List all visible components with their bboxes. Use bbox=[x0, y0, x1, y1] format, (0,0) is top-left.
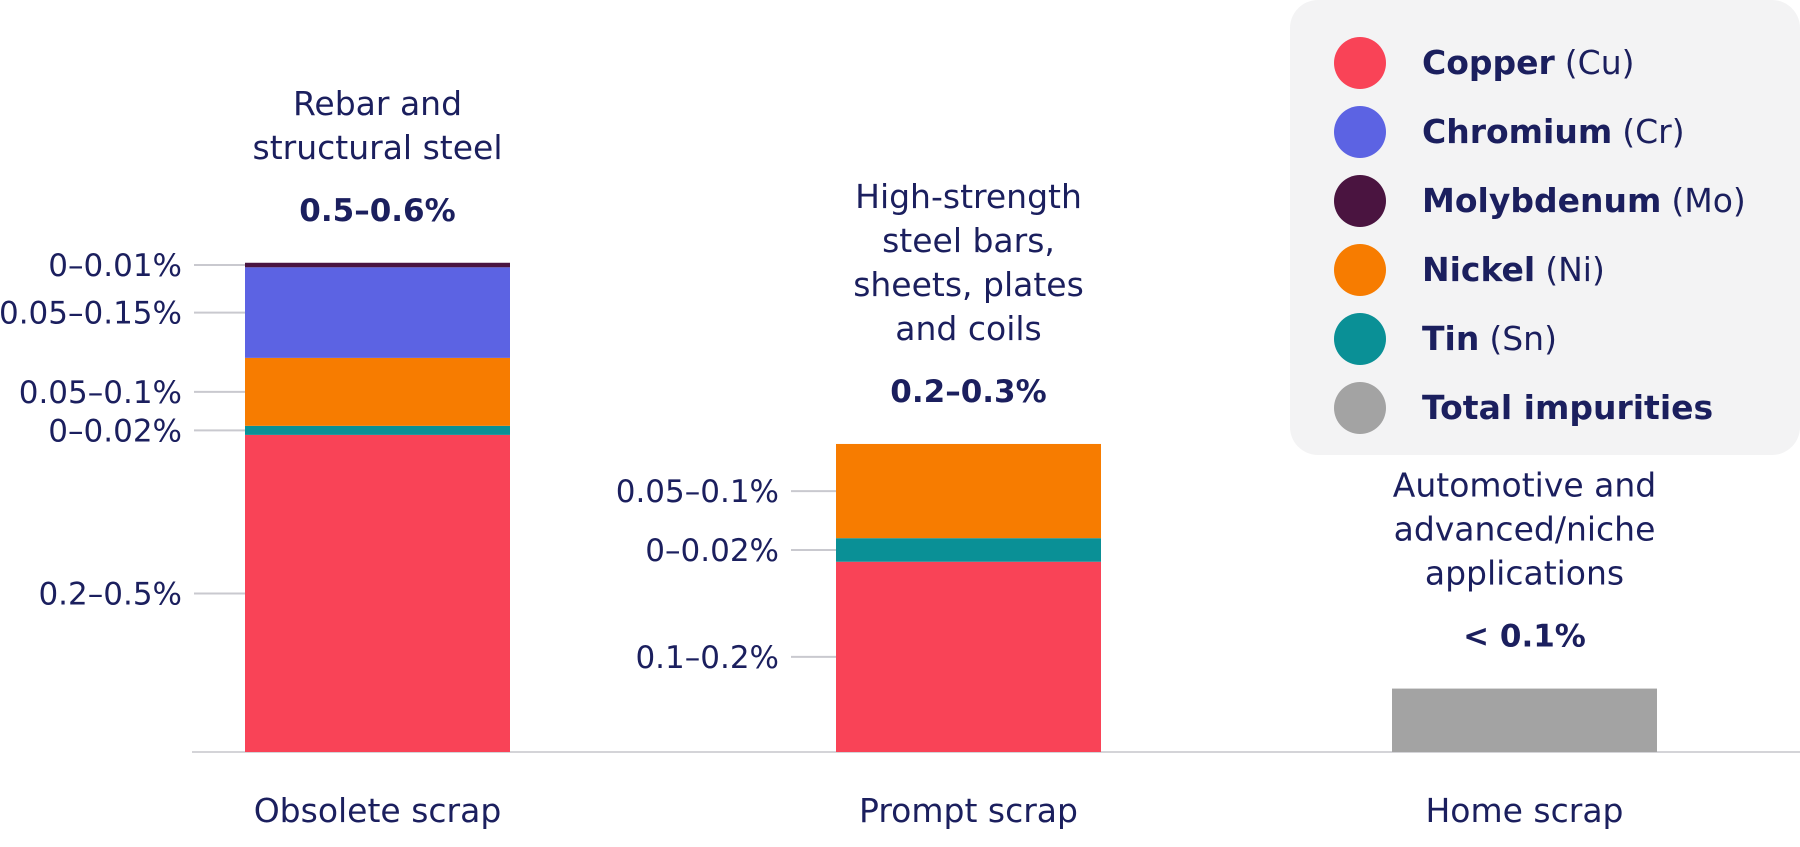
legend-item: Molybdenum (Mo) bbox=[1334, 166, 1800, 235]
category-label: Prompt scrap bbox=[859, 791, 1078, 830]
total-label: 0.5–0.6% bbox=[299, 193, 455, 229]
tick-label: 0–0.01% bbox=[48, 248, 182, 284]
legend-swatch bbox=[1334, 312, 1386, 365]
tick-label: 0.05–0.1% bbox=[19, 375, 182, 411]
bar-caption: structural steel bbox=[253, 128, 503, 167]
legend-name: Molybdenum bbox=[1422, 181, 1662, 220]
bar-segment-total-impurities bbox=[1392, 688, 1657, 752]
tick-label: 0.05–0.15% bbox=[0, 296, 182, 332]
tick-label: 0–0.02% bbox=[645, 533, 779, 569]
legend-label: Nickel (Ni) bbox=[1422, 250, 1605, 289]
legend-name: Total impurities bbox=[1422, 388, 1714, 427]
legend-name: Chromium bbox=[1422, 112, 1613, 151]
bar-segment-tin bbox=[245, 425, 510, 435]
bar-caption: High-strength bbox=[855, 177, 1082, 216]
legend-symbol: (Cu) bbox=[1564, 43, 1635, 82]
legend-item: Copper (Cu) bbox=[1334, 28, 1800, 97]
bar-segment-chromium bbox=[245, 267, 510, 358]
legend-symbol: (Cr) bbox=[1622, 112, 1685, 151]
legend-name: Copper bbox=[1422, 43, 1555, 82]
bar-caption: sheets, plates bbox=[853, 265, 1084, 304]
bar-caption: Rebar and bbox=[293, 84, 462, 123]
tick-label: 0.1–0.2% bbox=[635, 640, 779, 676]
legend-swatch bbox=[1334, 243, 1386, 296]
legend-swatch bbox=[1334, 105, 1386, 158]
bar-segment-nickel bbox=[836, 443, 1101, 539]
legend-label: Tin (Sn) bbox=[1422, 319, 1557, 358]
legend-label: Copper (Cu) bbox=[1422, 43, 1635, 82]
bar-segment-nickel bbox=[245, 357, 510, 426]
legend: Copper (Cu) Chromium (Cr) Molybdenum (Mo) Nick… bbox=[1290, 0, 1800, 455]
legend-symbol: (Ni) bbox=[1545, 250, 1605, 289]
bar-segment-tin bbox=[836, 538, 1101, 562]
bar-caption: advanced/niche bbox=[1394, 510, 1656, 549]
bar-segment-copper bbox=[836, 561, 1101, 752]
total-label: 0.2–0.3% bbox=[890, 374, 1046, 410]
legend-symbol: (Sn) bbox=[1489, 319, 1557, 358]
legend-swatch bbox=[1334, 174, 1386, 227]
bar-caption: and coils bbox=[895, 309, 1041, 348]
legend-item: Total impurities bbox=[1334, 373, 1800, 442]
total-label: < 0.1% bbox=[1463, 619, 1586, 655]
legend-item: Tin (Sn) bbox=[1334, 304, 1800, 373]
category-label: Home scrap bbox=[1425, 791, 1623, 830]
legend-item: Nickel (Ni) bbox=[1334, 235, 1800, 304]
legend-label: Molybdenum (Mo) bbox=[1422, 181, 1746, 220]
tick-label: 0–0.02% bbox=[48, 413, 182, 449]
legend-label: Chromium (Cr) bbox=[1422, 112, 1685, 151]
bar-caption: steel bars, bbox=[882, 221, 1055, 260]
bar-segment-copper bbox=[245, 434, 510, 752]
legend-symbol: (Mo) bbox=[1671, 181, 1746, 220]
bar-segment-molybdenum bbox=[245, 262, 510, 268]
legend-name: Nickel bbox=[1422, 250, 1536, 289]
legend-swatch bbox=[1334, 381, 1386, 434]
tick-label: 0.05–0.1% bbox=[616, 474, 779, 510]
category-label: Obsolete scrap bbox=[254, 791, 502, 830]
legend-label: Total impurities bbox=[1422, 388, 1713, 427]
tick-label: 0.2–0.5% bbox=[38, 576, 182, 612]
bar-caption: Automotive and bbox=[1393, 466, 1656, 505]
legend-name: Tin bbox=[1422, 319, 1480, 358]
legend-swatch bbox=[1334, 36, 1386, 89]
bar-caption: applications bbox=[1425, 554, 1624, 593]
legend-item: Chromium (Cr) bbox=[1334, 97, 1800, 166]
